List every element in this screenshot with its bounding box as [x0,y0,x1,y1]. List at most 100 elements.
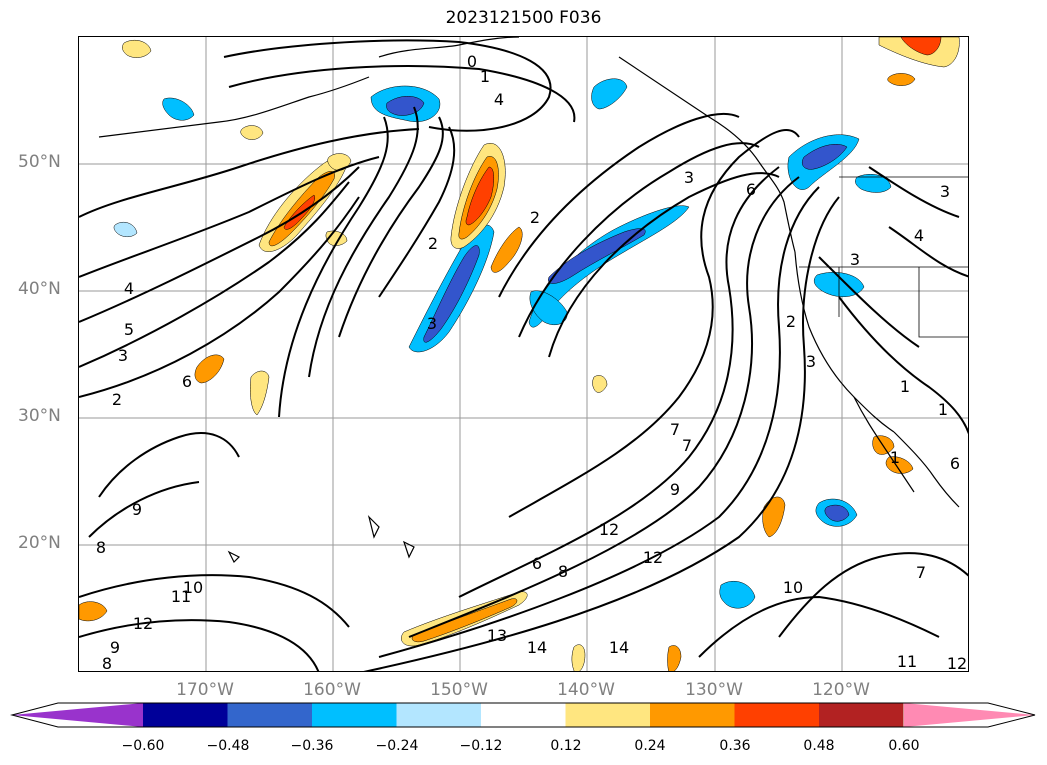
contour-label: 3 [118,346,128,365]
contour-label: 12 [599,520,619,539]
lat-label-50n: 50°N [18,152,61,172]
contour-label: 2 [112,390,122,409]
contour-label: 2 [428,234,438,253]
contour-line [228,65,576,123]
contour-line [888,226,968,278]
contour-label: 1 [480,67,490,86]
contour-label: 3 [684,168,694,187]
contour-line [868,166,960,218]
contour-label: 3 [850,250,860,269]
contour-line [79,196,360,398]
shade-pos-small-1 [240,125,264,140]
colorbar-tick: 0.24 [634,738,666,754]
contour-label: 4 [494,90,504,109]
contour-line [378,126,456,298]
contour-label: 0 [467,52,477,71]
shade-pos-ne-core [900,37,942,56]
contour-label: 1 [890,448,900,467]
contour-label: 7 [682,436,692,455]
contour-label: 5 [124,320,134,339]
contour-label: 10 [783,578,803,597]
contour-label: 9 [132,500,142,519]
shade-pos-low-band-core [411,598,518,643]
shade-neg-band-central-core [423,245,480,343]
contour-label: 8 [102,654,112,672]
contour-line [498,112,740,298]
map-panel: 1 4 0 3 2 2 3 4 5 3 2 6 9 8 10 11 12 9 8… [78,36,969,672]
lon-label-130w: 130°W [685,680,743,700]
colorbar-segment [396,703,481,727]
map-canvas: 1 4 0 3 2 2 3 4 5 3 2 6 9 8 10 11 12 9 8… [79,37,968,672]
contour-label: 13 [487,626,507,645]
colorbar-tick: 0.36 [719,738,751,754]
colorbar-segment [227,703,312,727]
shade-pos-small-4 [592,375,608,393]
shade-neg-north-small [591,78,628,110]
contour-label: 7 [916,563,926,582]
lon-label-160w: 160°W [303,680,361,700]
contour-label: 2 [530,208,540,227]
colorbar-extend-min [12,703,143,727]
lat-label-40n: 40°N [18,279,61,299]
contour-label: 2 [786,312,796,331]
shaded-field [79,37,960,671]
colorbar-tick: −0.60 [121,738,165,754]
colorbar-segment [565,703,650,727]
contour-label: 3 [940,182,950,201]
contour-label: 14 [527,638,547,657]
contour-line [363,196,840,671]
contour-label: 9 [110,638,120,657]
hawaii-island [402,540,415,559]
contour-label: 6 [950,454,960,473]
contour-label: 6 [532,554,542,573]
contour-label: 3 [806,352,816,371]
contour-line [838,296,968,435]
colorbar-segment [312,703,397,727]
colorbar-tick: 0.60 [888,738,920,754]
lon-label-120w: 120°W [812,680,870,700]
contour-line [408,176,800,638]
coastline-panhandle [618,56,760,163]
contour-label: 10 [183,578,203,597]
shade-pos-west-small [250,370,270,416]
colorbar-outline [10,702,1036,728]
contour-label: 12 [947,654,967,672]
colorbar-tick: 0.12 [550,738,582,754]
shade-pos-east-mid [762,496,786,538]
contour-line [458,166,780,598]
contour-label: 6 [746,180,756,199]
contour-line [508,128,800,518]
colorbar-segment [819,703,904,727]
colorbar-tick: 0.48 [803,738,835,754]
contour-label: 1 [938,400,948,419]
coastlines [98,37,968,564]
coastline-mexico [893,431,960,508]
contour-label: 9 [670,480,680,499]
shade-pos-nw [122,40,152,58]
contour-line [338,116,444,338]
shade-neg-west-small [113,222,138,237]
lon-label-170w: 170°W [176,680,234,700]
lat-label-30n: 30°N [18,406,61,426]
contour-label: 14 [609,638,629,657]
colorbar-tick: −0.12 [459,738,503,754]
contour-lines [79,39,968,671]
contour-line [223,39,552,132]
contour-line [818,256,920,348]
colorbar-tick: −0.36 [290,738,334,754]
colorbar-tick: −0.24 [375,738,419,754]
contour-label: 1 [900,377,910,396]
shade-pos-central-south [490,226,523,273]
shade-pos-left-edge [79,601,108,622]
contour-label: 8 [558,562,568,581]
shade-pos-central-core [465,166,494,226]
coastline-aleutians [98,76,370,138]
contour-line [778,552,968,638]
colorbar-segment [734,703,819,727]
contour-line [308,106,419,378]
shade-neg-ne [855,174,892,193]
shade-neg-subtropic-core [824,504,850,522]
contour-line [79,128,420,218]
contour-line [698,595,940,658]
contour-line [278,116,389,418]
